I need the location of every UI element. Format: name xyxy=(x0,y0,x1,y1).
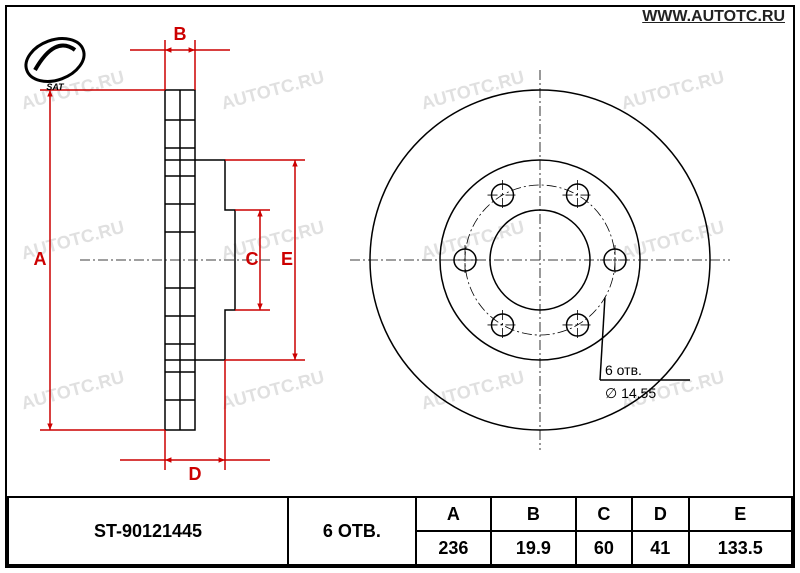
col-c-value: 60 xyxy=(576,531,632,565)
col-e-header: E xyxy=(689,497,792,531)
col-a-header: A xyxy=(416,497,491,531)
technical-drawing: ABCED6 отв.∅ 14.55 xyxy=(0,0,800,573)
col-c-header: C xyxy=(576,497,632,531)
dimension-table: ST-90121445 6 ОТВ. A B C D E 236 19.9 60… xyxy=(7,496,793,566)
svg-text:B: B xyxy=(174,24,187,44)
col-b-value: 19.9 xyxy=(491,531,576,565)
brand-logo: SAT xyxy=(20,25,90,95)
col-d-value: 41 xyxy=(632,531,688,565)
col-b-header: B xyxy=(491,497,576,531)
svg-text:D: D xyxy=(189,464,202,484)
svg-text:∅ 14.55: ∅ 14.55 xyxy=(605,385,656,401)
part-number-cell: ST-90121445 xyxy=(8,497,288,565)
svg-text:C: C xyxy=(246,249,259,269)
col-e-value: 133.5 xyxy=(689,531,792,565)
col-a-value: 236 xyxy=(416,531,491,565)
svg-text:6 отв.: 6 отв. xyxy=(605,362,642,378)
svg-text:E: E xyxy=(281,249,293,269)
site-url: WWW.AUTOTC.RU xyxy=(642,8,785,26)
hole-count-cell: 6 ОТВ. xyxy=(288,497,416,565)
svg-text:A: A xyxy=(34,249,47,269)
svg-text:SAT: SAT xyxy=(46,82,65,92)
col-d-header: D xyxy=(632,497,688,531)
